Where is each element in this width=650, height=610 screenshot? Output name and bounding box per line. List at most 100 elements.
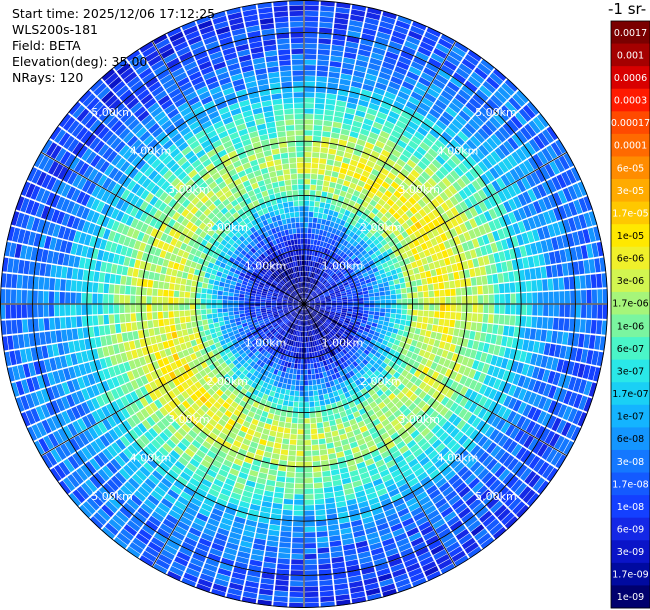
range-bin bbox=[338, 273, 344, 279]
range-bin bbox=[398, 277, 405, 284]
range-bin bbox=[408, 140, 419, 150]
range-bin bbox=[516, 234, 524, 246]
range-bin bbox=[537, 292, 543, 304]
range-bin bbox=[350, 271, 356, 277]
range-bin bbox=[446, 265, 453, 273]
range-bin bbox=[375, 275, 382, 281]
range-bin bbox=[450, 139, 461, 150]
range-bin bbox=[368, 289, 374, 294]
range-bin bbox=[504, 315, 510, 325]
range-bin bbox=[381, 194, 390, 203]
range-bin bbox=[317, 235, 323, 241]
range-bin bbox=[515, 148, 527, 162]
range-bin bbox=[485, 244, 493, 255]
range-bin bbox=[342, 279, 348, 284]
range-bin bbox=[304, 260, 307, 266]
range-bin bbox=[292, 537, 304, 543]
range-bin bbox=[304, 543, 316, 549]
range-bin bbox=[328, 244, 334, 251]
range-bin bbox=[304, 445, 312, 451]
range-bin bbox=[390, 181, 400, 190]
range-bin bbox=[419, 141, 430, 152]
range-bin bbox=[454, 192, 463, 203]
range-bin bbox=[350, 254, 357, 260]
range-bin bbox=[179, 316, 186, 324]
range-bin bbox=[533, 135, 545, 150]
range-bin bbox=[402, 304, 408, 310]
range-bin bbox=[334, 247, 340, 254]
range-bin bbox=[464, 250, 472, 260]
range-bin bbox=[352, 240, 359, 247]
range-bin bbox=[358, 307, 364, 311]
range-bin bbox=[482, 81, 496, 94]
range-bin bbox=[382, 125, 393, 134]
range-bin bbox=[403, 163, 413, 173]
range-bin bbox=[419, 41, 434, 52]
range-bin bbox=[345, 41, 359, 49]
range-bin bbox=[336, 249, 343, 256]
range-bin bbox=[339, 265, 345, 271]
range-bin bbox=[459, 252, 467, 262]
range-bin bbox=[511, 182, 522, 195]
range-bin bbox=[379, 21, 394, 30]
range-bin bbox=[378, 106, 390, 115]
range-bin bbox=[328, 263, 333, 269]
range-bin bbox=[335, 7, 350, 14]
range-bin bbox=[471, 238, 480, 248]
range-bin bbox=[527, 203, 537, 216]
range-bin bbox=[338, 257, 344, 264]
range-bin bbox=[369, 235, 377, 242]
range-bin bbox=[455, 312, 462, 320]
range-bin bbox=[396, 120, 407, 130]
range-bin bbox=[516, 179, 527, 193]
range-bin bbox=[438, 282, 445, 290]
range-bin bbox=[367, 6, 382, 15]
range-bin bbox=[443, 85, 457, 97]
range-bin bbox=[498, 314, 505, 325]
range-bin bbox=[436, 205, 445, 215]
range-bin bbox=[405, 125, 416, 135]
range-bin bbox=[309, 407, 315, 413]
range-bin bbox=[537, 184, 547, 198]
range-bin bbox=[377, 264, 384, 271]
range-bin bbox=[311, 444, 319, 451]
range-bin bbox=[355, 259, 361, 266]
range-bin bbox=[439, 151, 450, 162]
range-bin bbox=[345, 228, 352, 236]
range-bin bbox=[469, 135, 481, 147]
range-bin bbox=[297, 434, 304, 440]
range-bin bbox=[423, 304, 429, 311]
range-bin bbox=[308, 222, 313, 228]
range-bin bbox=[448, 102, 461, 114]
range-bin bbox=[307, 282, 310, 288]
range-bin bbox=[333, 260, 338, 266]
range-bin bbox=[359, 277, 365, 283]
range-bin bbox=[517, 193, 527, 206]
range-bin bbox=[483, 198, 493, 210]
range-bin bbox=[316, 179, 324, 186]
range-bin bbox=[458, 162, 469, 174]
range-bin bbox=[460, 174, 471, 186]
range-bin bbox=[315, 245, 320, 251]
range-bin bbox=[437, 180, 448, 191]
range-bin bbox=[356, 285, 362, 290]
range-bin bbox=[462, 159, 473, 170]
range-bin bbox=[362, 290, 369, 295]
range-bin bbox=[531, 316, 538, 328]
range-bin bbox=[395, 242, 403, 250]
range-bin bbox=[338, 173, 346, 180]
range-bin bbox=[312, 293, 317, 297]
range-bin bbox=[342, 62, 355, 70]
range-bin bbox=[379, 246, 386, 254]
range-bin bbox=[309, 299, 315, 302]
range-bin bbox=[361, 123, 372, 131]
range-bin bbox=[401, 293, 407, 299]
range-bin bbox=[324, 203, 331, 210]
range-bin bbox=[334, 288, 340, 293]
range-bin bbox=[315, 509, 326, 516]
range-bin bbox=[314, 401, 320, 407]
range-bin bbox=[321, 219, 327, 225]
range-bin bbox=[395, 96, 407, 105]
range-bin bbox=[304, 483, 314, 489]
range-bin bbox=[336, 178, 344, 185]
